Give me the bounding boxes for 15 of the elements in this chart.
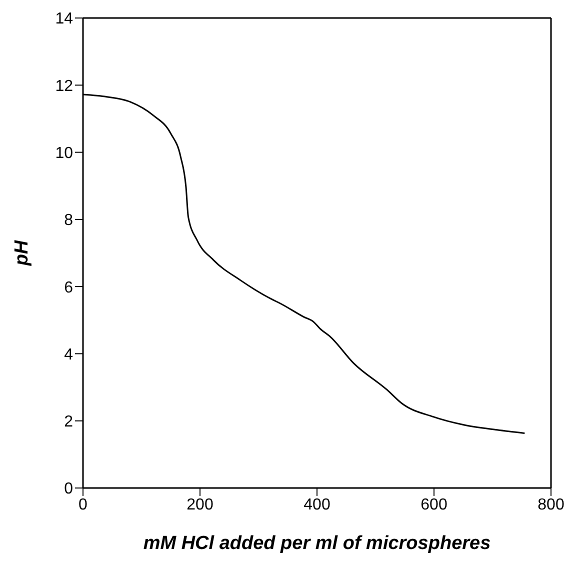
y-tick-label: 4 xyxy=(64,346,74,364)
x-tick-label: 800 xyxy=(538,496,564,514)
y-tick-label: 0 xyxy=(64,480,74,498)
y-tick-label: 10 xyxy=(55,144,74,162)
x-axis-title: mM HCl added per ml of microspheres xyxy=(143,533,491,554)
y-tick-label: 6 xyxy=(64,279,74,296)
y-tick-label: 2 xyxy=(64,414,74,431)
x-tick-label: 600 xyxy=(420,496,448,514)
y-axis-title: pH xyxy=(12,239,33,267)
x-tick-label: 400 xyxy=(304,496,330,514)
x-tick-label: 0 xyxy=(78,496,88,514)
y-tick-label: 14 xyxy=(55,10,74,28)
y-tick-label: 8 xyxy=(64,212,74,230)
x-tick-label: 200 xyxy=(186,496,214,514)
y-tick-label: 12 xyxy=(55,78,74,95)
